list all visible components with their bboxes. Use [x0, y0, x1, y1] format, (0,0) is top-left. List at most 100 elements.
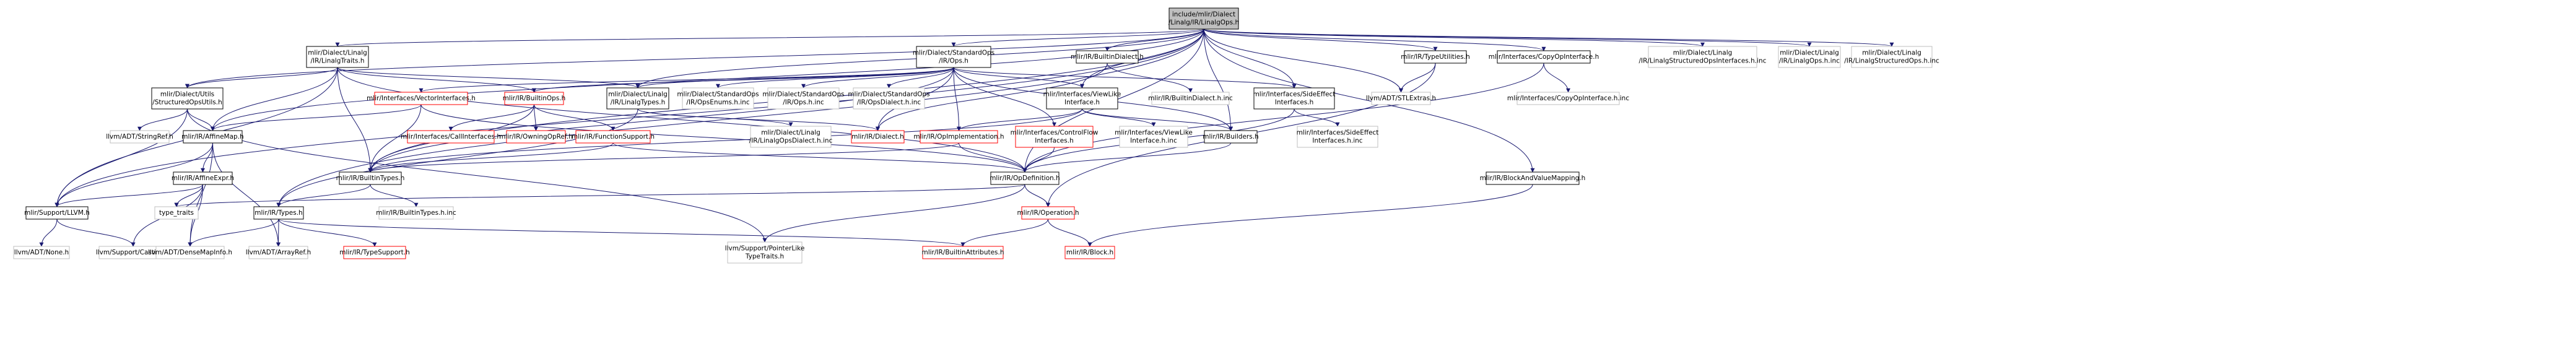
edge-root-to-builtindialect — [1105, 28, 1204, 51]
node-builtintypes[interactable]: mlir/IR/BuiltinTypes.h — [336, 171, 405, 185]
edge-opdefinition-to-type_traits — [174, 184, 1025, 207]
edge-stdops-to-builtintypes — [368, 67, 954, 173]
edge-viewlikeinterface-to-builders — [1082, 108, 1233, 131]
edge-root-to-affinemap — [211, 28, 1204, 131]
node-box-opimplementation — [920, 130, 998, 144]
node-label-block-0: mlir/IR/Block.h — [1066, 249, 1113, 256]
node-label-linalgops_inc-1: /IR/LinalgOps.h.inc — [1779, 58, 1840, 65]
node-type_traits: type_traits — [154, 206, 199, 220]
edge-stdops-to-opimplementation — [953, 67, 961, 131]
node-label-structopsinterfaces_inc-1: /IR/LinalgStructuredOpsInterfaces.h.inc — [1639, 58, 1767, 65]
node-owningopref: mlir/IR/OwningOpRef.h — [499, 130, 573, 144]
node-box-sideeffectinterfaces_inc — [1297, 126, 1378, 148]
edge-builtintypes-to-builtintypes_inc — [370, 184, 419, 207]
edge-opimplementation-to-opdefinition — [959, 142, 1027, 173]
node-builders[interactable]: mlir/IR/Builders.h — [1203, 130, 1259, 144]
edge-root-to-builders — [1203, 28, 1233, 131]
node-box-builtintypes_inc — [378, 206, 454, 220]
node-label-affinemap-0: mlir/IR/AffineMap.h — [181, 133, 243, 141]
node-opimplementation: mlir/IR/OpImplementation.h — [913, 130, 1004, 144]
node-box-builtinops — [504, 92, 564, 105]
edge-builders-to-opdefinition — [1022, 142, 1231, 173]
node-box-viewlikeinterface — [1046, 87, 1118, 110]
edge-stdops-to-sideeffectinterfaces — [953, 67, 1297, 89]
node-box-affineexpr — [173, 171, 233, 185]
edge-builtinops-to-functionsupport — [534, 104, 616, 131]
node-affineexpr[interactable]: mlir/IR/AffineExpr.h — [172, 171, 234, 185]
node-label-ops_inc-0: mlir/Dialect/StandardOps — [762, 91, 844, 98]
node-box-root — [1168, 7, 1239, 30]
node-label-types-0: mlir/IR/Types.h — [255, 209, 302, 217]
node-label-viewlikeinterface_inc-0: mlir/Interfaces/ViewLike — [1115, 129, 1193, 137]
edge-operation-to-block — [1048, 218, 1092, 247]
node-box-ops_inc — [767, 87, 840, 110]
edges-layer — [39, 28, 1894, 247]
node-opdefinition[interactable]: mlir/IR/OpDefinition.h — [990, 171, 1060, 185]
node-label-opsdialect_inc-1: /IR/OpsDialect.h.inc — [857, 99, 921, 106]
edge-sideeffectinterfaces-to-sideeffectinterfaces_inc — [1294, 108, 1340, 127]
node-box-llvmnone — [13, 246, 70, 259]
node-label-typeutilities-0: mlir/IR/TypeUtilities.h — [1401, 53, 1469, 61]
node-types[interactable]: mlir/IR/Types.h — [253, 206, 304, 220]
node-label-pointerlike-1: TypeTraits.h — [745, 253, 784, 261]
node-box-viewlikeinterface_inc — [1119, 126, 1188, 148]
node-stdops[interactable]: mlir/Dialect/StandardOps/IR/Ops.h — [913, 46, 994, 68]
node-affinemap[interactable]: mlir/IR/AffineMap.h — [181, 130, 244, 144]
node-label-dialect-0: mlir/IR/Dialect.h — [851, 133, 904, 141]
edge-opdefinition-to-pointerlike — [762, 184, 1025, 243]
edge-linalgtraits-to-structuredoputils — [185, 67, 338, 89]
edge-opimplementation-to-builtintypes — [368, 142, 959, 173]
node-llvmnone: llvm/ADT/None.h — [13, 246, 70, 259]
node-label-controlflowinterfaces-0: mlir/Interfaces/ControlFlow — [1011, 129, 1099, 137]
node-densemapinfo: llvm/ADT/DenseMapInfo.h — [148, 246, 232, 259]
node-label-linalgtraits-0: mlir/Dialect/Linalg — [308, 50, 367, 57]
node-box-densemapinfo — [155, 246, 225, 259]
node-box-vectorinterfaces — [374, 92, 468, 105]
node-typeutilities[interactable]: mlir/IR/TypeUtilities.h — [1401, 50, 1470, 64]
node-label-viewlikeinterface-0: mlir/Interfaces/ViewLike — [1043, 91, 1121, 98]
edge-viewlikeinterface-to-builtintypes — [368, 108, 1082, 173]
node-label-builtindialect-0: mlir/IR/BuiltinDialect.h — [1071, 53, 1144, 61]
node-linalgtypes[interactable]: mlir/Dialect/Linalg/IR/LinalgTypes.h — [606, 87, 669, 110]
edge-vectorinterfaces-to-builtintypes — [368, 104, 422, 173]
edge-linalgtraits-to-builtinops — [337, 67, 536, 93]
edge-builtinops-to-callinterfaces — [448, 104, 534, 131]
node-structuredoputils[interactable]: mlir/Dialect/Utils/StructuredOpsUtils.h — [151, 87, 224, 110]
node-box-copyopinterface_inc — [1516, 92, 1620, 105]
node-copyopinterface[interactable]: mlir/Interfaces/CopyOpInterface.h — [1489, 50, 1599, 64]
node-label-stlextras-0: llvm/ADT/STLExtras.h — [1366, 95, 1436, 102]
node-label-functionsupport-0: mlir/IR/FunctionSupport.h — [572, 133, 655, 141]
edge-affineexpr-to-supportllvm — [54, 184, 203, 207]
node-supportllvm[interactable]: mlir/Support/LLVM.h — [24, 206, 90, 220]
node-label-viewlikeinterface_inc-1: Interface.h.inc — [1130, 137, 1177, 145]
node-box-stringref — [110, 130, 170, 144]
edge-linalgtraits-to-opdefinition — [337, 67, 1027, 173]
edge-builtintypes-to-types — [276, 184, 371, 207]
node-builtindialect[interactable]: mlir/IR/BuiltinDialect.h — [1071, 50, 1144, 64]
edge-root-to-sideeffectinterfaces — [1203, 28, 1297, 89]
edge-structuredoputils-to-supportllvm — [54, 108, 188, 207]
node-box-type_traits — [154, 206, 199, 220]
edge-types-to-typesupport — [278, 218, 377, 247]
node-box-pointerlike — [727, 241, 803, 264]
node-box-linalgtraits — [306, 46, 369, 68]
node-builtinops: mlir/IR/BuiltinOps.h — [503, 92, 565, 105]
node-box-blockandvaluemapping — [1486, 171, 1580, 185]
node-blockandvaluemapping[interactable]: mlir/IR/BlockAndValueMapping.h — [1480, 171, 1586, 185]
node-box-dialect — [851, 130, 905, 144]
node-linalgtraits[interactable]: mlir/Dialect/Linalg/IR/LinalgTraits.h — [306, 46, 369, 68]
node-label-controlflowinterfaces-1: Interfaces.h — [1035, 137, 1073, 145]
node-label-operation-0: mlir/IR/Operation.h — [1017, 209, 1079, 217]
node-label-opsenums_inc-0: mlir/Dialect/StandardOps — [677, 91, 759, 98]
node-label-blockandvaluemapping-0: mlir/IR/BlockAndValueMapping.h — [1480, 175, 1586, 182]
edge-builtindialect-to-builtindialect_inc — [1107, 63, 1193, 93]
edge-builtindialect-to-dialect — [876, 63, 1108, 131]
node-label-ops_inc-1: /IR/Ops.h.inc — [783, 99, 824, 106]
node-box-typesupport — [343, 246, 406, 259]
node-label-typesupport-0: mlir/IR/TypeSupport.h — [339, 249, 409, 256]
